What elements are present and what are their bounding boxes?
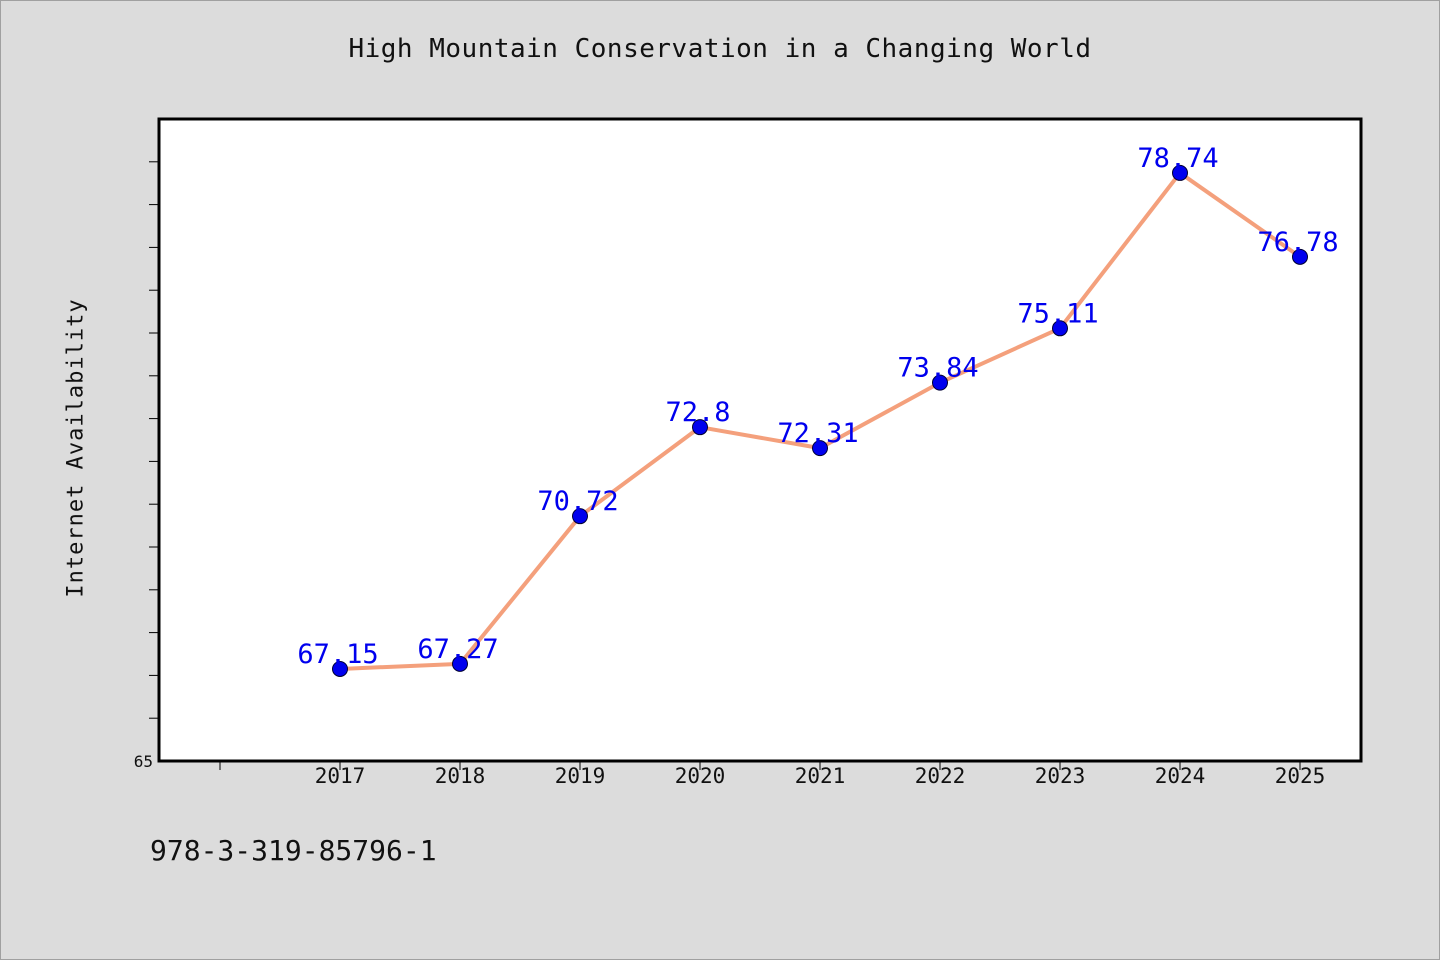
- data-label: 75.11: [1017, 298, 1098, 329]
- data-point: [692, 419, 708, 436]
- x-axis-ticks: 2017 2018 2019 2020 2021 2022 2023 2024 2025: [219, 761, 1326, 788]
- data-label: 67.15: [297, 639, 378, 670]
- x-tick-label: 2023: [1035, 764, 1086, 788]
- data-label: 72.8: [665, 397, 730, 428]
- data-label: 70.72: [537, 486, 618, 517]
- data-point: [1052, 320, 1068, 337]
- x-tick-label: 2025: [1275, 764, 1326, 788]
- isbn-text: 978-3-319-85796-1: [150, 834, 437, 867]
- x-tick-label: 2021: [795, 764, 846, 788]
- x-tick-label: 2018: [435, 764, 486, 788]
- x-tick-label: 2019: [555, 764, 606, 788]
- data-label: 73.84: [897, 353, 978, 384]
- x-tick-label: 2017: [315, 764, 366, 788]
- x-tick-label: 2024: [1155, 764, 1206, 788]
- data-point: [452, 655, 468, 672]
- data-point: [812, 440, 828, 457]
- y-tick-label: 65: [134, 752, 153, 771]
- data-point: [332, 660, 348, 677]
- data-point: [572, 508, 588, 525]
- data-label: 78.74: [1137, 143, 1218, 174]
- data-labels-group: 67.15 67.27 70.72 72.8 72.31 73.84 75.11 78.74 7…: [297, 143, 1338, 670]
- x-tick-label: 2022: [915, 764, 966, 788]
- data-point: [1292, 248, 1308, 265]
- x-tick-label: 2020: [675, 764, 726, 788]
- data-label: 72.31: [777, 418, 858, 449]
- data-point: [1172, 164, 1188, 181]
- data-label: 67.27: [417, 634, 498, 665]
- y-axis-ticks: 65: [134, 161, 159, 771]
- chart-title: High Mountain Conservation in a Changing…: [348, 34, 1092, 64]
- markers-group: [332, 164, 1308, 677]
- data-label: 76.78: [1257, 227, 1338, 258]
- data-point: [932, 374, 948, 391]
- plot-area: [157, 117, 1363, 763]
